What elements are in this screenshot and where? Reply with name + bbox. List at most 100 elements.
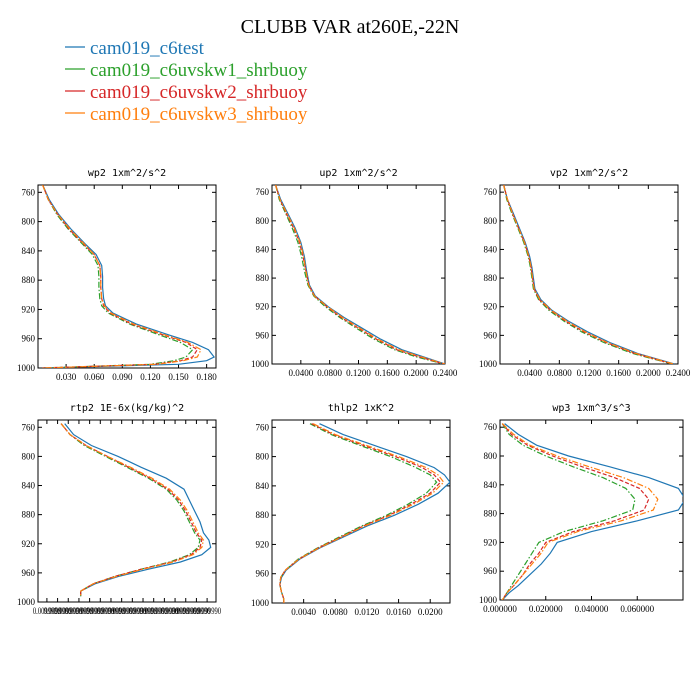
y-tick-label: 840: [22, 246, 36, 256]
x-tick-label: 0.0099990: [182, 606, 210, 616]
series-line: [503, 185, 675, 364]
y-tick-label: 1000: [251, 359, 270, 369]
y-tick-label: 960: [484, 566, 498, 576]
y-tick-label: 960: [256, 330, 270, 340]
legend-label: cam019_c6test: [90, 38, 205, 59]
series-line: [42, 185, 216, 368]
y-tick-label: 760: [22, 187, 36, 197]
panel-title: rtp2 1E-6x(kg/kg)^2: [70, 403, 184, 414]
x-tick-label: 0.060: [84, 372, 105, 382]
x-tick-label: 0.0099990: [33, 606, 61, 616]
y-tick-label: 880: [256, 510, 270, 520]
x-tick-label: 0.0800: [317, 368, 342, 378]
x-tick-label: 0.030: [56, 372, 77, 382]
plot-frame: [37, 184, 217, 369]
y-tick-label: 800: [484, 451, 498, 461]
panel-title: vp2 1xm^2/s^2: [550, 168, 628, 179]
panels-container: wp2 1xm^2/s^2 760 800 840 880 920 960 1000 0.030…: [17, 168, 691, 617]
x-tick-label: 0.150: [168, 372, 189, 382]
y-tick-label: 840: [256, 481, 270, 491]
series-line: [60, 423, 201, 597]
x-tick-label: 0.040000: [575, 604, 609, 614]
x-tick-label: 0.1200: [577, 368, 602, 378]
x-tick-label: 0.2000: [404, 368, 429, 378]
y-tick-label: 760: [256, 187, 270, 197]
series-line: [275, 185, 444, 364]
x-tick-label: 0.0400: [517, 368, 542, 378]
legend: cam019_c6test cam019_c6uvskw1_shrbuoy ca…: [65, 38, 308, 125]
series-line: [275, 185, 445, 364]
y-tick-label: 880: [256, 273, 270, 283]
y-tick-label: 840: [256, 244, 270, 254]
y-tick-label: 960: [22, 334, 36, 344]
x-tick-label: 0.0099990: [86, 606, 114, 616]
x-tick-label: 0.000000: [483, 604, 517, 614]
panel-title: wp3 1xm^3/s^3: [552, 403, 630, 414]
x-tick-label: 0.2400: [666, 368, 691, 378]
y-tick-label: 1000: [479, 595, 498, 605]
x-tick-label: 0.0099990: [76, 606, 104, 616]
panel: wp3 1xm^3/s^3 760 800 840 880 920 960 10000.000…: [479, 403, 684, 614]
panel: thlp2 1xK^2 760 800 840 880 920 960 1000 0.0040 0…: [251, 403, 451, 617]
x-tick-label: 0.0099990: [44, 606, 72, 616]
plot-frame: [37, 419, 217, 603]
x-tick-label: 0.0099990: [140, 606, 168, 616]
x-tick-label: 0.0099990: [193, 606, 221, 616]
series-line: [42, 185, 199, 368]
y-tick-label: 800: [22, 451, 36, 461]
y-tick-label: 1000: [17, 597, 36, 607]
x-tick-label: 0.2000: [636, 368, 661, 378]
y-tick-label: 840: [484, 480, 498, 490]
x-tick-label: 0.0099990: [172, 606, 200, 616]
x-tick-label: 0.0200: [418, 607, 443, 617]
panel-title: wp2 1xm^2/s^2: [88, 168, 166, 179]
series-line: [42, 185, 202, 368]
x-tick-label: 0.0040: [291, 607, 316, 617]
x-tick-label: 0.2400: [433, 368, 458, 378]
panel-title: up2 1xm^2/s^2: [319, 168, 397, 179]
x-tick-label: 0.0120: [355, 607, 380, 617]
x-tick-label: 0.090: [112, 372, 133, 382]
x-tick-label: 0.0099990: [97, 606, 125, 616]
series-line: [275, 185, 445, 364]
x-tick-label: 0.0400: [288, 368, 313, 378]
x-tick-label: 0.1600: [375, 368, 400, 378]
series-line: [60, 423, 203, 597]
series-line: [42, 185, 194, 368]
y-tick-label: 960: [256, 569, 270, 579]
y-tick-label: 880: [22, 510, 36, 520]
series-line: [503, 185, 674, 364]
y-tick-label: 760: [22, 422, 36, 432]
x-tick-label: 0.0099990: [129, 606, 157, 616]
x-tick-label: 0.060000: [620, 604, 654, 614]
series-line: [501, 423, 636, 600]
y-tick-label: 1000: [17, 363, 36, 373]
x-tick-label: 0.120: [140, 372, 161, 382]
y-tick-label: 880: [484, 273, 498, 283]
legend-entry: cam019_c6test: [65, 38, 205, 59]
y-tick-label: 1000: [479, 359, 498, 369]
y-tick-label: 760: [484, 187, 498, 197]
x-tick-label: 0.0099990: [54, 606, 82, 616]
figure-title: CLUBB VAR at260E,-22N: [241, 16, 460, 38]
y-tick-label: 1000: [251, 598, 270, 608]
y-tick-label: 760: [484, 422, 498, 432]
x-tick-label: 0.0800: [547, 368, 572, 378]
x-tick-label: 0.0099990: [65, 606, 93, 616]
legend-label: cam019_c6uvskw2_shrbuoy: [90, 82, 308, 103]
panel: wp2 1xm^2/s^2 760 800 840 880 920 960 1000 0.030…: [17, 168, 217, 382]
y-tick-label: 800: [484, 216, 498, 226]
y-tick-label: 960: [22, 568, 36, 578]
series-line: [64, 423, 212, 597]
series-line: [60, 423, 205, 597]
x-tick-label: 0.0099990: [161, 606, 189, 616]
x-tick-label: 0.0099990: [108, 606, 136, 616]
y-tick-label: 840: [484, 244, 498, 254]
y-tick-label: 800: [256, 452, 270, 462]
plot-frame: [499, 184, 679, 365]
y-tick-label: 880: [484, 509, 498, 519]
series-line: [279, 423, 445, 603]
legend-entry: cam019_c6uvskw1_shrbuoy: [65, 60, 308, 81]
x-tick-label: 0.1200: [346, 368, 371, 378]
